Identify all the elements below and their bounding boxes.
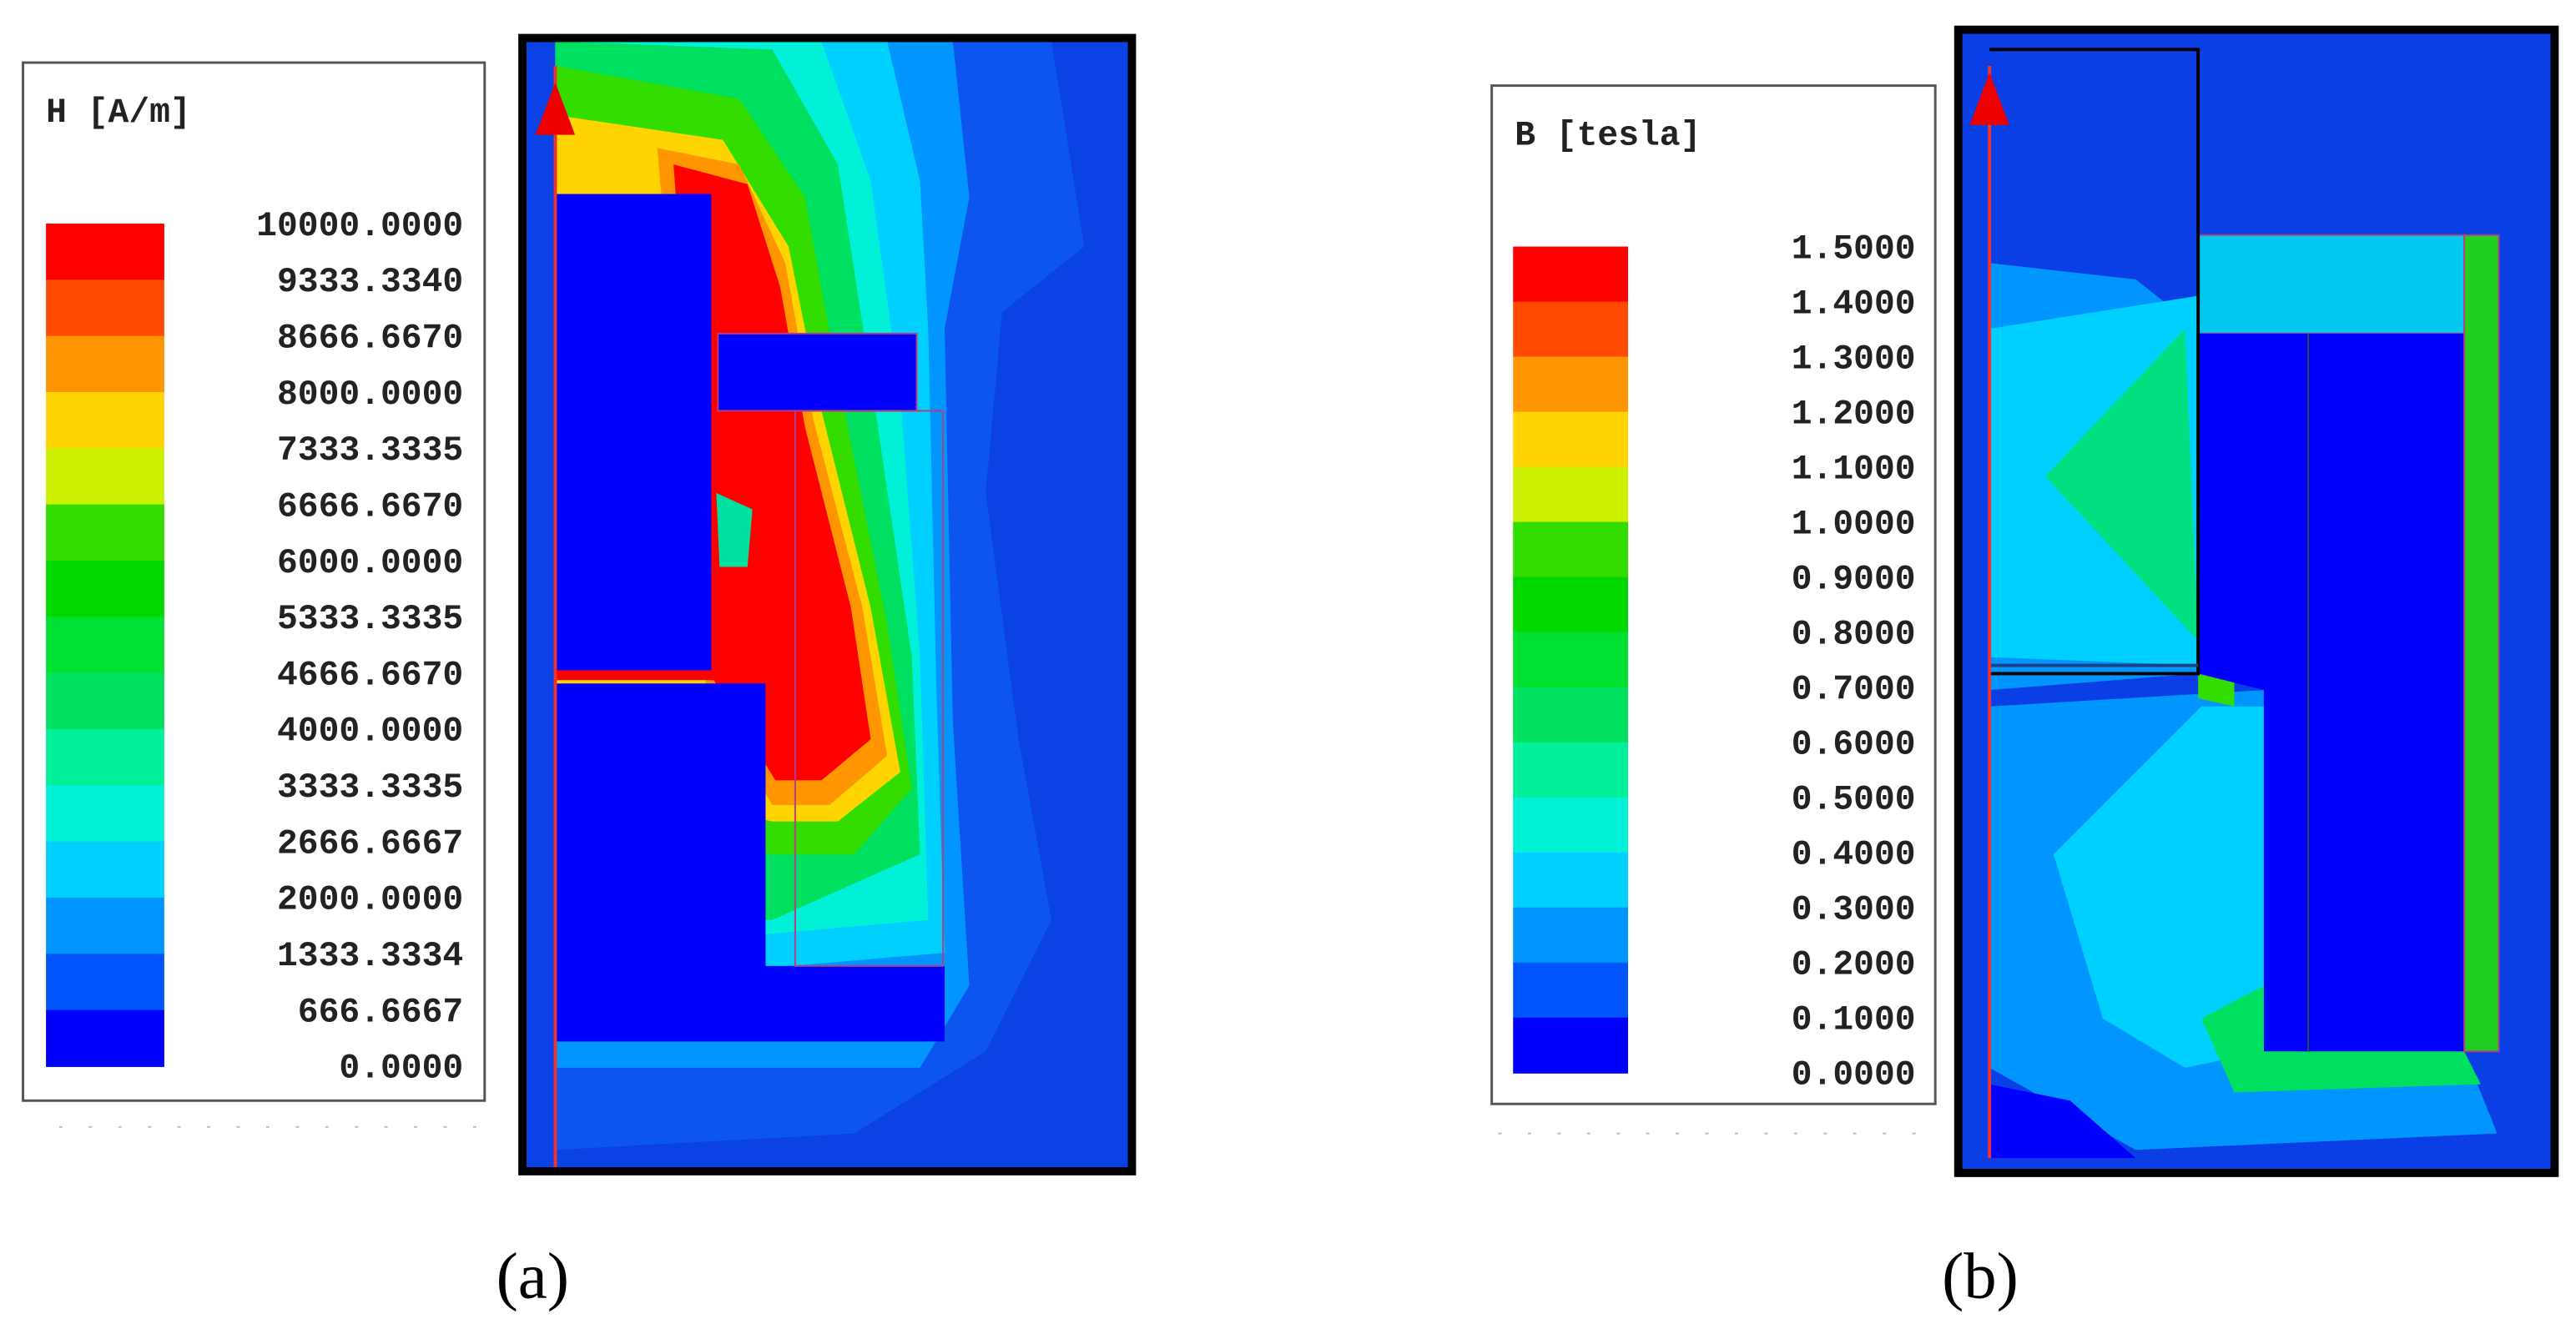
legend-swatch [1513, 301, 1629, 358]
legend-swatch [1513, 1017, 1629, 1074]
legend-title: B [tesla] [1515, 117, 1701, 155]
core [555, 683, 945, 1042]
arrow [535, 82, 576, 135]
legend-label: 7333.3335 [277, 432, 463, 471]
legend-label: 6000.0000 [277, 545, 463, 583]
legend-label: 2666.6667 [277, 825, 463, 863]
coil [717, 332, 918, 412]
legend-label: 1.1000 [1792, 451, 1916, 489]
legend-label: 1.3000 [1792, 340, 1916, 379]
legend-swatch [1513, 411, 1629, 468]
legend-label: 1333.3334 [277, 938, 463, 976]
legend-swatch [46, 279, 164, 337]
caption: (b) [1942, 1241, 2019, 1313]
legend-title: H [A/m] [46, 94, 191, 133]
legend-swatch [46, 841, 164, 899]
legend-label: 8000.0000 [277, 376, 463, 415]
outline [2463, 234, 2500, 1053]
legend-swatch [1513, 797, 1629, 853]
legend-label: 1.4000 [1792, 285, 1916, 324]
legend-swatch [46, 954, 164, 1011]
legend-label: 4666.6670 [277, 657, 463, 695]
legend-label: 5333.3335 [277, 601, 463, 639]
legend-swatch [46, 391, 164, 450]
legend-swatch [46, 728, 164, 787]
field-plot-b [1953, 25, 2559, 1177]
legend-swatch [46, 672, 164, 730]
legend-swatch [46, 448, 164, 506]
legend-swatch [1513, 576, 1629, 633]
contour [716, 492, 753, 567]
legend-swatch [1513, 632, 1629, 688]
legend-swatch [46, 785, 164, 843]
arrow [1969, 72, 2009, 125]
legend-swatch [1513, 907, 1629, 964]
field-plot-a [518, 33, 1137, 1175]
legend-label: 0.1000 [1792, 1002, 1916, 1040]
legend-swatch [46, 897, 164, 955]
legend-swatch [46, 560, 164, 618]
legend-label: 0.7000 [1792, 671, 1916, 709]
legend-label: 0.5000 [1792, 782, 1916, 820]
legend-label: 6666.6670 [277, 488, 463, 526]
coil [2197, 234, 2466, 335]
legend-label: 10000.0000 [256, 208, 463, 246]
legend-label: 0.8000 [1792, 616, 1916, 654]
legend-swatch [1513, 466, 1629, 523]
legend-swatch [1513, 521, 1629, 578]
legend-swatch [46, 335, 164, 393]
legend-swatch [46, 223, 164, 281]
legend-label: 0.0000 [339, 1050, 463, 1089]
legend-swatch [46, 617, 164, 674]
legend-label: 9333.3340 [277, 264, 463, 302]
legend-label: 0.2000 [1792, 947, 1916, 985]
legend-swatch [1513, 246, 1629, 303]
contour [673, 164, 871, 781]
legend-label: 0.9000 [1792, 561, 1916, 599]
legend-label: 4000.0000 [277, 713, 463, 752]
legend-label: 666.6667 [298, 994, 463, 1032]
legend-label: 0.3000 [1792, 892, 1916, 930]
legend-label: 3333.3335 [277, 769, 463, 808]
legend-swatch [1513, 962, 1629, 1019]
legend-swatch [46, 504, 164, 561]
outline [1989, 48, 2200, 676]
caption: (a) [497, 1241, 569, 1313]
legend-swatch [46, 1009, 164, 1067]
legend-swatch [1513, 687, 1629, 743]
legend-swatch [1513, 742, 1629, 798]
legend-label: 1.0000 [1792, 506, 1916, 544]
legend-swatch [1513, 852, 1629, 909]
plot-border [518, 33, 1137, 1175]
plot-border [1953, 25, 2559, 1177]
contour [1989, 1084, 2136, 1159]
legend-label: 0.4000 [1792, 837, 1916, 875]
legend-label: 0.6000 [1792, 726, 1916, 764]
legend-label: 1.5000 [1792, 230, 1916, 269]
legend-label: 8666.6670 [277, 320, 463, 358]
core [2198, 333, 2465, 1052]
contour [2053, 706, 2264, 1068]
legend-label: 1.2000 [1792, 395, 1916, 434]
legend-label: 0.0000 [1792, 1057, 1916, 1095]
core [555, 194, 712, 674]
legend-label: 2000.0000 [277, 882, 463, 920]
legend-swatch [1513, 356, 1629, 413]
contour [2045, 328, 2199, 642]
outline [794, 410, 945, 967]
